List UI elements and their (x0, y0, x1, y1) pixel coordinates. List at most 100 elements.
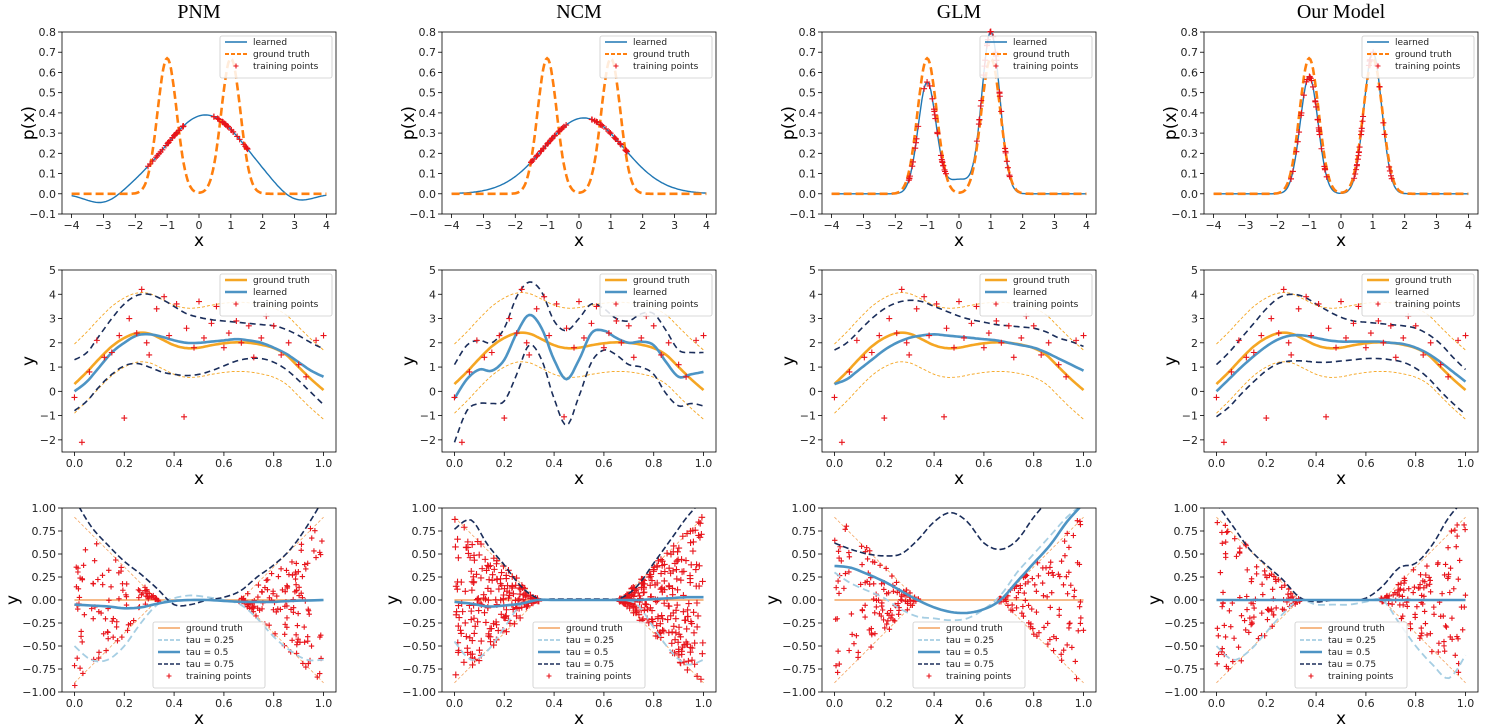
training-point (1449, 615, 1455, 621)
training-point (548, 136, 555, 143)
y-tick-label: 0.3 (419, 127, 437, 140)
training-point (528, 159, 535, 166)
training-point (1019, 610, 1025, 616)
training-point (317, 670, 323, 677)
training-point (138, 286, 145, 293)
training-point (669, 585, 676, 592)
training-point (314, 674, 321, 680)
legend-label: ground truth (633, 50, 690, 60)
x-tick-label: 0.8 (265, 457, 283, 470)
y-tick-label: 0.0 (799, 188, 817, 201)
training-point (228, 127, 235, 134)
x-tick-label: 0.2 (876, 697, 894, 710)
training-point (496, 332, 503, 339)
training-point (664, 616, 671, 623)
training-point (497, 575, 504, 583)
training-point (1010, 354, 1017, 361)
training-point (683, 373, 690, 380)
x-tick-label: 3 (291, 219, 298, 232)
x-tick-label: 0.0 (1208, 697, 1226, 710)
x-tick-label: −3 (95, 219, 111, 232)
training-point (78, 439, 85, 446)
training-point (292, 576, 299, 582)
training-point (1358, 125, 1365, 132)
training-point (471, 556, 478, 564)
training-point (1288, 351, 1295, 358)
training-point (495, 585, 503, 593)
y-tick-label: −2 (1182, 434, 1198, 447)
x-tick-label: 0.0 (66, 697, 84, 710)
training-point (77, 665, 83, 671)
training-point (977, 102, 984, 109)
training-point (1017, 585, 1024, 592)
training-point (470, 614, 478, 622)
y-tick-label: 1.00 (792, 502, 817, 515)
training-point (1047, 564, 1053, 571)
training-point (1300, 92, 1307, 99)
training-point (266, 595, 273, 601)
training-point (670, 623, 678, 630)
training-point (239, 596, 245, 602)
training-point (100, 631, 107, 637)
training-point (1429, 648, 1435, 655)
training-point (978, 97, 985, 104)
training-point (973, 138, 980, 145)
x-tick-label: 2 (1019, 219, 1026, 232)
training-point (305, 660, 312, 667)
legend-box (599, 35, 713, 79)
y-tick-label: 0.25 (32, 571, 57, 584)
training-point (668, 640, 676, 647)
training-point (833, 584, 839, 591)
training-point (563, 122, 570, 129)
training-point (660, 599, 668, 607)
training-point (647, 604, 654, 612)
training-point (503, 606, 510, 614)
training-point (468, 541, 476, 548)
training-point (1244, 606, 1250, 613)
training-point (1251, 614, 1257, 620)
training-point (102, 616, 109, 622)
y-tick-label: 0.8 (799, 26, 817, 39)
training-point (547, 137, 554, 144)
training-point (118, 564, 124, 571)
training-point (98, 610, 104, 616)
training-point (675, 648, 683, 655)
y-tick-label: 1.00 (412, 502, 437, 515)
training-point (464, 649, 471, 656)
y-tick-label: 1 (49, 361, 56, 374)
legend-label: training points (1395, 62, 1461, 72)
legend: learned ground truth training points (979, 35, 1093, 79)
training-point (932, 115, 939, 122)
legend-label: tau = 0.25 (946, 636, 994, 646)
training-point (1263, 415, 1270, 422)
tau-0-5-line (834, 508, 1082, 615)
panel-density-3: −4 −3 −2 −1 0 1 2 3 4 −0.1 0.0 0.1 0.2 0.3 0.4 0.5 0.6 0.… (1161, 26, 1479, 251)
training-point (1237, 545, 1243, 551)
training-point (878, 613, 884, 619)
training-point (1454, 633, 1460, 640)
training-point (855, 649, 861, 656)
training-point (1400, 334, 1407, 341)
y-tick-label: 0.7 (39, 46, 57, 59)
training-point (114, 638, 121, 644)
training-point (996, 89, 1003, 96)
legend-label: training points (253, 300, 319, 310)
training-point (1418, 592, 1425, 599)
training-point (998, 108, 1005, 115)
training-point (108, 349, 115, 356)
x-tick-label: 0.2 (1258, 457, 1276, 470)
training-point (1045, 339, 1052, 346)
training-point (940, 162, 947, 169)
x-axis-label: x (954, 231, 964, 251)
training-point (886, 315, 893, 322)
training-point (457, 630, 465, 637)
training-point (504, 582, 511, 589)
x-tick-label: −4 (823, 219, 839, 232)
training-point (288, 606, 294, 613)
training-point (301, 624, 307, 630)
training-point (1417, 635, 1423, 641)
plot-frame (441, 269, 717, 453)
training-point (488, 625, 495, 632)
training-point (250, 608, 257, 615)
x-tick-label: 0.2 (116, 697, 134, 710)
